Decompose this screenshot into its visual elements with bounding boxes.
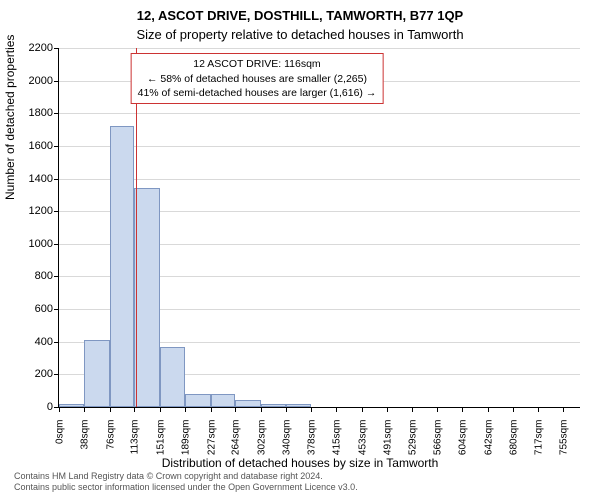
xtick-label: 113sqm (128, 420, 141, 455)
xtick-label: 529sqm (406, 420, 419, 456)
xtick-mark (84, 407, 85, 412)
xtick-mark (235, 407, 236, 412)
xtick-label: 717sqm (531, 420, 544, 456)
y-axis-label: Number of detached properties (3, 35, 17, 200)
xtick-mark (437, 407, 438, 412)
xtick-label: 151sqm (153, 420, 166, 456)
xtick-mark (59, 407, 60, 412)
chart-title-address: 12, ASCOT DRIVE, DOSTHILL, TAMWORTH, B77… (0, 0, 600, 23)
xtick-mark (336, 407, 337, 412)
xtick-mark (211, 407, 212, 412)
xtick-label: 264sqm (229, 420, 242, 456)
ytick-label: 1000 (29, 238, 59, 250)
histogram-bar (134, 188, 159, 407)
xtick-mark (311, 407, 312, 412)
xtick-mark (286, 407, 287, 412)
ytick-label: 1600 (29, 140, 59, 152)
xtick-mark (513, 407, 514, 412)
histogram-bar (185, 394, 210, 407)
xtick-label: 491sqm (380, 420, 393, 456)
annotation-line2: ← 58% of detached houses are smaller (2,… (138, 72, 377, 86)
xtick-mark (110, 407, 111, 412)
ytick-label: 1400 (29, 173, 59, 185)
histogram-bar (84, 340, 109, 407)
xtick-mark (362, 407, 363, 412)
xtick-mark (185, 407, 186, 412)
chart-area: 0200400600800100012001400160018002000220… (58, 48, 580, 408)
chart-title-subtitle: Size of property relative to detached ho… (0, 23, 600, 48)
annotation-line3: 41% of semi-detached houses are larger (… (138, 86, 377, 100)
xtick-label: 604sqm (456, 420, 469, 456)
xtick-label: 378sqm (305, 420, 318, 456)
xtick-label: 453sqm (355, 420, 368, 456)
ytick-label: 800 (35, 270, 59, 282)
xtick-mark (538, 407, 539, 412)
ytick-label: 0 (47, 401, 59, 413)
ytick-label: 2200 (29, 42, 59, 54)
ytick-label: 600 (35, 303, 59, 315)
ytick-label: 1800 (29, 107, 59, 119)
xtick-mark (160, 407, 161, 412)
xtick-label: 227sqm (204, 420, 217, 456)
ytick-label: 200 (35, 368, 59, 380)
footer-attribution: Contains HM Land Registry data © Crown c… (14, 471, 358, 494)
histogram-bar (160, 347, 185, 407)
histogram-bar (235, 400, 260, 407)
xtick-label: 680sqm (507, 420, 520, 456)
xtick-mark (462, 407, 463, 412)
annotation-line1: 12 ASCOT DRIVE: 116sqm (138, 57, 377, 71)
xtick-label: 302sqm (254, 420, 267, 456)
xtick-label: 38sqm (78, 420, 91, 450)
annotation-box: 12 ASCOT DRIVE: 116sqm← 58% of detached … (131, 53, 384, 104)
xtick-mark (387, 407, 388, 412)
histogram-bar (59, 404, 84, 407)
xtick-mark (563, 407, 564, 412)
ytick-label: 400 (35, 336, 59, 348)
xtick-label: 340sqm (280, 420, 293, 456)
footer-line2: Contains public sector information licen… (14, 482, 358, 494)
xtick-label: 76sqm (103, 420, 116, 450)
xtick-label: 0sqm (53, 420, 66, 444)
footer-line1: Contains HM Land Registry data © Crown c… (14, 471, 358, 483)
xtick-label: 189sqm (179, 420, 192, 456)
histogram-bar (211, 394, 236, 407)
histogram-bar (110, 126, 135, 407)
plot-region: 0200400600800100012001400160018002000220… (58, 48, 580, 408)
ytick-label: 2000 (29, 75, 59, 87)
xtick-label: 755sqm (557, 420, 570, 456)
xtick-mark (261, 407, 262, 412)
xtick-label: 566sqm (431, 420, 444, 456)
xtick-label: 415sqm (330, 420, 343, 456)
xtick-mark (134, 407, 135, 412)
xtick-label: 642sqm (481, 420, 494, 456)
ytick-label: 1200 (29, 205, 59, 217)
histogram-bar (286, 404, 311, 407)
histogram-bar (261, 404, 286, 407)
xtick-mark (488, 407, 489, 412)
xtick-mark (412, 407, 413, 412)
